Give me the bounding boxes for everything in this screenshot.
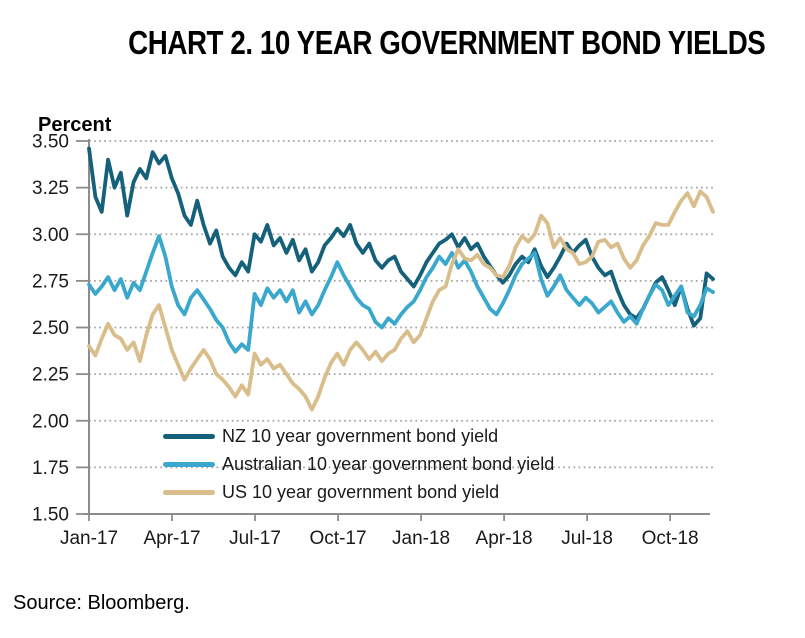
y-tick-label: 2.50 [32,318,69,339]
y-axis-title: Percent [38,114,112,136]
x-tick-label: Jan-17 [60,528,118,549]
x-tick-label: Oct-18 [642,528,699,549]
legend-item-us: US 10 year government bond yield [163,478,554,506]
y-tick-label: 2.00 [32,411,69,432]
x-tick-label: Oct-17 [310,528,367,549]
y-tick-label: 1.50 [32,505,69,526]
y-tick-label: 3.25 [32,178,69,199]
x-tick-label: Jul-17 [229,528,281,549]
legend-label-australia: Australian 10 year government bond yield [222,453,555,474]
series-line-us [87,189,715,412]
x-tick-label: Apr-18 [476,528,533,549]
legend-swatch-us-line [163,489,215,495]
series-line-au [87,234,715,354]
legend-item-nz: NZ 10 year government bond yield [163,422,554,450]
legend-label-nz: NZ 10 year government bond yield [222,425,499,446]
x-tick-label: Jul-18 [561,528,613,549]
series-line-nz [87,146,715,328]
y-tick-label: 3.50 [32,132,69,153]
legend-item-australia: Australian 10 year government bond yield [163,450,554,478]
legend-swatch-australia-line [163,461,215,467]
y-tick-label: 2.75 [32,271,69,292]
x-tick-label: Jan-18 [392,528,450,549]
y-tick-label: 3.00 [32,225,69,246]
y-tick-label: 2.25 [32,365,69,386]
legend: NZ 10 year government bond yield Austral… [163,422,554,506]
chart-title: CHART 2. 10 YEAR GOVERNMENT BOND YIELDS [128,24,766,61]
legend-swatch-nz-line [163,433,215,439]
y-tick-label: 1.75 [32,458,69,479]
source-note: Source: Bloomberg. [13,592,190,614]
legend-label-us: US 10 year government bond yield [222,481,500,502]
x-tick-label: Apr-17 [143,528,200,549]
